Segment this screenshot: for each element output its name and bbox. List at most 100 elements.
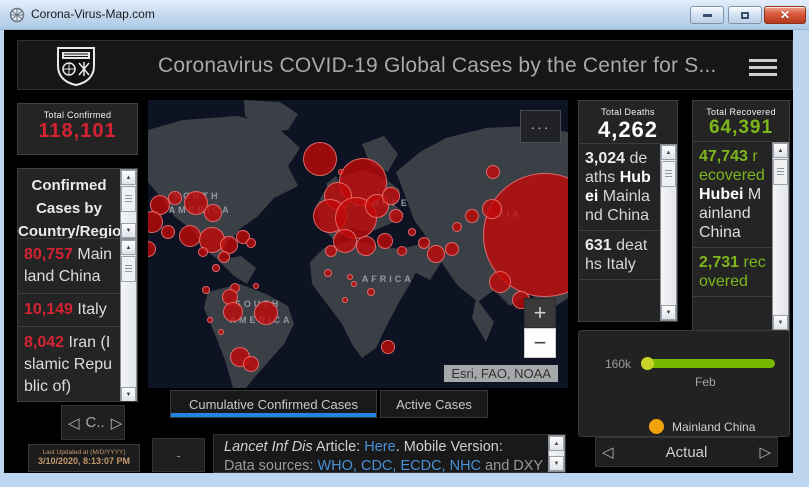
scroll-down-button[interactable]: ▼ — [121, 223, 136, 238]
case-cluster-bubble[interactable] — [204, 203, 223, 222]
case-cluster-bubble[interactable] — [218, 329, 225, 336]
scrollbar-thumb[interactable] — [773, 159, 788, 185]
case-cluster-bubble[interactable] — [324, 269, 333, 278]
case-cluster-bubble[interactable] — [388, 209, 403, 224]
case-cluster-bubble[interactable] — [481, 198, 502, 219]
case-cluster-bubble[interactable] — [218, 250, 231, 263]
case-cluster-bubble[interactable] — [427, 245, 446, 264]
confirmed-cases-panel: Confirmed Cases by Country/Region 80,757… — [17, 168, 138, 402]
scrollbar-track[interactable] — [773, 158, 788, 315]
scroll-up-button[interactable]: ▲ — [773, 143, 788, 158]
case-cluster-bubble[interactable] — [452, 222, 463, 232]
footer-article-line: Lancet Inf Dis Article: Here. Mobile Ver… — [224, 439, 503, 455]
case-cluster-bubble[interactable] — [417, 237, 430, 250]
last-updated-value: 3/10/2020, 8:13:07 PM — [37, 456, 131, 466]
confirmed-pager: ◁ C.. ▷ — [61, 405, 125, 440]
recovered-scrollbar[interactable]: ▲ ▼ — [772, 142, 789, 331]
chart-y-tick: 160k — [605, 357, 632, 371]
case-cluster-bubble[interactable] — [397, 245, 408, 256]
scrollbar-thumb[interactable] — [121, 256, 136, 282]
chart-legend: Mainland China — [649, 419, 755, 434]
cases-trend-chart: 160k Feb Mainland China — [578, 330, 790, 437]
scrollbar-track[interactable] — [661, 160, 676, 305]
scroll-down-button[interactable]: ▼ — [121, 387, 136, 401]
case-cluster-bubble[interactable] — [161, 224, 176, 239]
case-cluster-bubble[interactable] — [367, 288, 376, 297]
article-here-link[interactable]: Here — [364, 439, 396, 455]
case-cluster-bubble[interactable] — [254, 301, 279, 326]
data-sources-links[interactable]: WHO, CDC, ECDC, NHC — [317, 458, 482, 473]
pager-right-icon[interactable]: ▷ — [759, 444, 771, 461]
scroll-up-button[interactable]: ▲ — [661, 145, 676, 160]
confirmed-list-item[interactable]: 10,149 Italy — [18, 294, 120, 327]
window-titlebar[interactable]: Corona-Virus-Map.com ✕ — [0, 0, 809, 30]
pager-right-icon[interactable]: ▷ — [110, 414, 123, 432]
case-cluster-bubble[interactable] — [347, 274, 354, 281]
scrollbar-track[interactable] — [549, 451, 564, 456]
case-cluster-bubble[interactable] — [207, 317, 214, 324]
confirmed-list-item[interactable]: 80,757 Mainland China — [18, 239, 120, 294]
case-cluster-bubble[interactable] — [303, 142, 338, 177]
scroll-down-button[interactable]: ▼ — [661, 305, 676, 320]
case-cluster-bubble[interactable] — [350, 281, 357, 288]
scroll-up-button[interactable]: ▲ — [549, 436, 564, 451]
close-button[interactable]: ✕ — [764, 6, 806, 24]
scroll-down-button[interactable]: ▼ — [773, 315, 788, 330]
case-cluster-bubble[interactable] — [364, 193, 389, 218]
case-cluster-bubble[interactable] — [252, 283, 259, 290]
case-cluster-bubble[interactable] — [445, 241, 460, 256]
active-tab-underline — [171, 413, 376, 417]
case-cluster-bubble[interactable] — [376, 233, 393, 250]
case-cluster-bubble[interactable] — [245, 238, 256, 249]
case-cluster-bubble[interactable] — [198, 247, 209, 258]
case-cluster-bubble[interactable] — [355, 236, 376, 257]
deaths-scrollbar[interactable]: ▲ ▼ — [660, 144, 677, 321]
scrollbar-track[interactable] — [121, 255, 136, 387]
zoom-out-button[interactable]: − — [524, 328, 556, 358]
case-cluster-bubble[interactable] — [179, 224, 201, 247]
page-title: Coronavirus COVID-19 Global Cases by the… — [158, 54, 717, 77]
minimize-button[interactable] — [690, 6, 724, 24]
footer-info-panel: Lancet Inf Dis Article: Here. Mobile Ver… — [213, 434, 566, 473]
recovered-list-item[interactable]: 47,743 recovered Hubei Mainland China — [693, 142, 772, 248]
collapse-button[interactable]: - — [152, 438, 205, 472]
scrollbar-thumb[interactable] — [661, 161, 676, 187]
case-cluster-bubble[interactable] — [242, 356, 259, 373]
case-cluster-bubble[interactable] — [488, 271, 511, 294]
pager-left-icon[interactable]: ◁ — [68, 414, 80, 432]
recovered-list-item[interactable]: 2,731 recovered — [693, 248, 772, 297]
case-cluster-bubble[interactable] — [464, 209, 479, 224]
scrollbar-thumb[interactable] — [121, 186, 136, 212]
scrollbar-track[interactable] — [121, 185, 136, 223]
case-cluster-bubble[interactable] — [183, 191, 208, 216]
map-more-options-icon[interactable]: ··· — [520, 110, 561, 143]
scroll-down-button[interactable]: ▼ — [549, 456, 564, 471]
case-cluster-bubble[interactable] — [201, 286, 210, 295]
pager-left-icon[interactable]: ◁ — [602, 444, 614, 461]
confirmed-list-scrollbar[interactable]: ▲ ▼ — [120, 239, 137, 401]
scroll-up-button[interactable]: ▲ — [121, 240, 136, 255]
last-updated-panel: Last Updated at (M/D/YYYY) 3/10/2020, 8:… — [28, 444, 140, 472]
confirmed-title-scrollbar[interactable]: ▲ ▼ — [120, 169, 137, 239]
case-cluster-bubble[interactable] — [408, 227, 417, 236]
case-cluster-bubble[interactable] — [167, 190, 182, 205]
deaths-list-item[interactable]: 631 deaths Italy — [579, 231, 660, 280]
footer-scrollbar[interactable]: ▲ ▼ — [548, 435, 565, 472]
dashboard-header: Coronavirus COVID-19 Global Cases by the… — [17, 40, 793, 90]
case-cluster-bubble[interactable] — [222, 301, 243, 322]
tab-active-cases[interactable]: Active Cases — [380, 390, 488, 418]
maximize-button[interactable] — [728, 6, 762, 24]
deaths-list-item[interactable]: 3,024 deaths Hubei Mainland China — [579, 144, 660, 231]
world-map[interactable]: NORTHAMERICAEUROPEASIAAFRICASOUTHAMERICA… — [148, 100, 568, 388]
tab-cumulative-confirmed-cases[interactable]: Cumulative Confirmed Cases — [170, 390, 377, 418]
case-cluster-bubble[interactable] — [380, 340, 395, 355]
case-cluster-bubble[interactable] — [382, 186, 401, 205]
scroll-up-button[interactable]: ▲ — [121, 170, 136, 185]
case-cluster-bubble[interactable] — [212, 263, 221, 272]
confirmed-list-item[interactable]: 8,042 Iran (Islamic Republic of) — [18, 327, 120, 401]
zoom-in-button[interactable]: + — [524, 298, 556, 328]
case-cluster-bubble[interactable] — [341, 296, 348, 303]
case-cluster-bubble[interactable] — [485, 165, 500, 179]
menu-hamburger-icon[interactable] — [749, 55, 777, 77]
case-cluster-bubble[interactable] — [325, 244, 338, 257]
